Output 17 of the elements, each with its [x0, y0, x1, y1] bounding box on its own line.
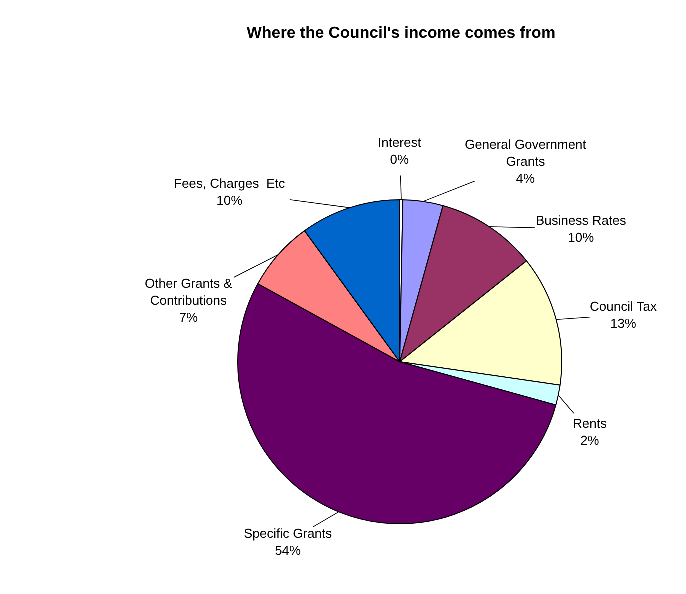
- data-label: 0%: [390, 152, 410, 167]
- slice-label: General Government Grants: [465, 137, 587, 169]
- data-label: 54%: [275, 542, 302, 558]
- data-label: 7%: [179, 310, 199, 325]
- data-label: 10%: [568, 230, 595, 245]
- slice-label: Specific Grants: [244, 526, 333, 541]
- chart-title: Where the Council's income comes from: [246, 24, 556, 42]
- slice-label: Rents: [573, 416, 608, 431]
- slice-label: Business Rates: [536, 213, 627, 228]
- data-label: 2%: [580, 432, 600, 448]
- data-label: 13%: [610, 316, 637, 331]
- slice-label: Other Grants & Contributions: [145, 276, 233, 308]
- data-label: 10%: [216, 192, 244, 208]
- slice-label: Council Tax: [590, 299, 658, 314]
- slice-label: Interest: [378, 135, 422, 150]
- data-label: 4%: [516, 170, 536, 186]
- slice-label: Fees, Charges Etc: [174, 176, 286, 191]
